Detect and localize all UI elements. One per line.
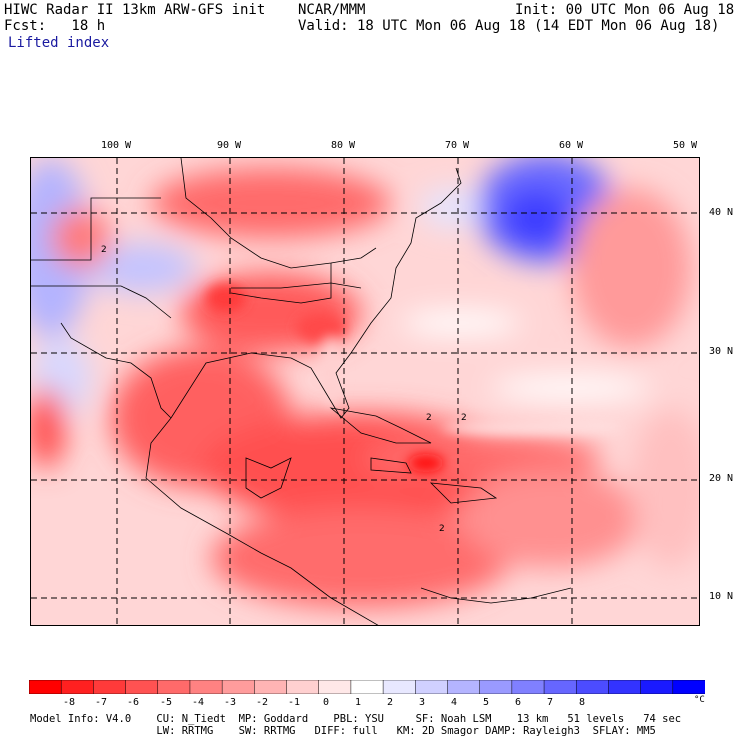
colorbar-swatch bbox=[254, 680, 288, 694]
contour-label: 2 bbox=[439, 524, 445, 534]
colorbar-label: -1 bbox=[287, 697, 301, 708]
model-title: HIWC Radar II 13km ARW-GFS init bbox=[4, 2, 266, 18]
colorbar-swatch bbox=[125, 680, 159, 694]
colorbar-swatch bbox=[318, 680, 352, 694]
colorbar-swatch bbox=[575, 680, 610, 694]
contour-label: 2 bbox=[461, 413, 467, 423]
colorbar-label: -3 bbox=[223, 697, 237, 708]
colorbar-swatch bbox=[672, 680, 705, 694]
lat-label-10n: 10 N bbox=[709, 591, 734, 602]
colorbar-swatch bbox=[640, 680, 674, 694]
contour-label: 2 bbox=[101, 245, 107, 255]
lon-label-70w: 70 W bbox=[444, 140, 470, 151]
colorbar-swatch bbox=[415, 680, 449, 694]
colorbar-label: -6 bbox=[126, 697, 140, 708]
model-info-line2: LW: RRTMG SW: RRTMG DIFF: full KM: 2D Sm… bbox=[30, 725, 656, 737]
colorbar-swatch bbox=[543, 680, 577, 694]
colorbar-swatch bbox=[350, 680, 384, 694]
lat-label-40n: 40 N bbox=[709, 207, 734, 218]
colorbar-swatch bbox=[511, 680, 545, 694]
colorbar-label: 8 bbox=[578, 697, 586, 708]
lon-label-80w: 80 W bbox=[330, 140, 356, 151]
colorbar-swatch bbox=[286, 680, 320, 694]
colorbar bbox=[29, 680, 705, 694]
colorbar-label: 2 bbox=[386, 697, 394, 708]
colorbar-label: 4 bbox=[450, 697, 458, 708]
lifted-index-map: 2 2 2 2 bbox=[30, 157, 700, 626]
colorbar-swatch bbox=[608, 680, 642, 694]
colorbar-label: 1 bbox=[354, 697, 362, 708]
colorbar-label: 7 bbox=[546, 697, 554, 708]
colorbar-swatch bbox=[93, 680, 127, 694]
colorbar-unit: °C bbox=[694, 695, 705, 705]
field-name: Lifted index bbox=[8, 35, 110, 51]
lon-label-60w: 60 W bbox=[558, 140, 584, 151]
colorbar-label: -7 bbox=[94, 697, 108, 708]
valid-time: Valid: 18 UTC Mon 06 Aug 18 (14 EDT Mon … bbox=[298, 18, 720, 34]
contour-label: 2 bbox=[426, 413, 432, 423]
colorbar-swatch bbox=[479, 680, 513, 694]
lon-label-50w: 50 W bbox=[672, 140, 698, 151]
colorbar-swatch bbox=[447, 680, 481, 694]
forecast-hour: Fcst: 18 h bbox=[4, 18, 106, 34]
colorbar-label: 5 bbox=[482, 697, 490, 708]
map-canvas: 2 2 2 2 bbox=[31, 158, 699, 625]
colorbar-label: -8 bbox=[62, 697, 76, 708]
colorbar-swatch bbox=[382, 680, 417, 694]
colorbar-label: -4 bbox=[191, 697, 205, 708]
colorbar-label: -2 bbox=[255, 697, 269, 708]
model-info-line1: Model Info: V4.0 CU: N_Tiedt MP: Goddard… bbox=[30, 713, 682, 725]
lat-label-30n: 30 N bbox=[709, 346, 734, 357]
lon-label-90w: 90 W bbox=[216, 140, 242, 151]
colorbar-swatch bbox=[60, 680, 95, 694]
colorbar-label: -5 bbox=[159, 697, 173, 708]
shaded-field bbox=[31, 158, 699, 608]
init-time: Init: 00 UTC Mon 06 Aug 18 bbox=[515, 2, 735, 18]
colorbar-swatch bbox=[29, 680, 62, 694]
colorbar-label: 0 bbox=[322, 697, 330, 708]
colorbar-swatch bbox=[221, 680, 256, 694]
fine-structure bbox=[206, 284, 621, 472]
lon-label-100w: 100 W bbox=[100, 140, 132, 151]
lat-label-20n: 20 N bbox=[709, 473, 734, 484]
colorbar-label: 6 bbox=[514, 697, 522, 708]
org-label: NCAR/MMM bbox=[298, 2, 366, 18]
colorbar-swatch bbox=[157, 680, 191, 694]
lat-lon-grid bbox=[31, 158, 699, 625]
colorbar-label: 3 bbox=[418, 697, 426, 708]
colorbar-swatch bbox=[189, 680, 223, 694]
